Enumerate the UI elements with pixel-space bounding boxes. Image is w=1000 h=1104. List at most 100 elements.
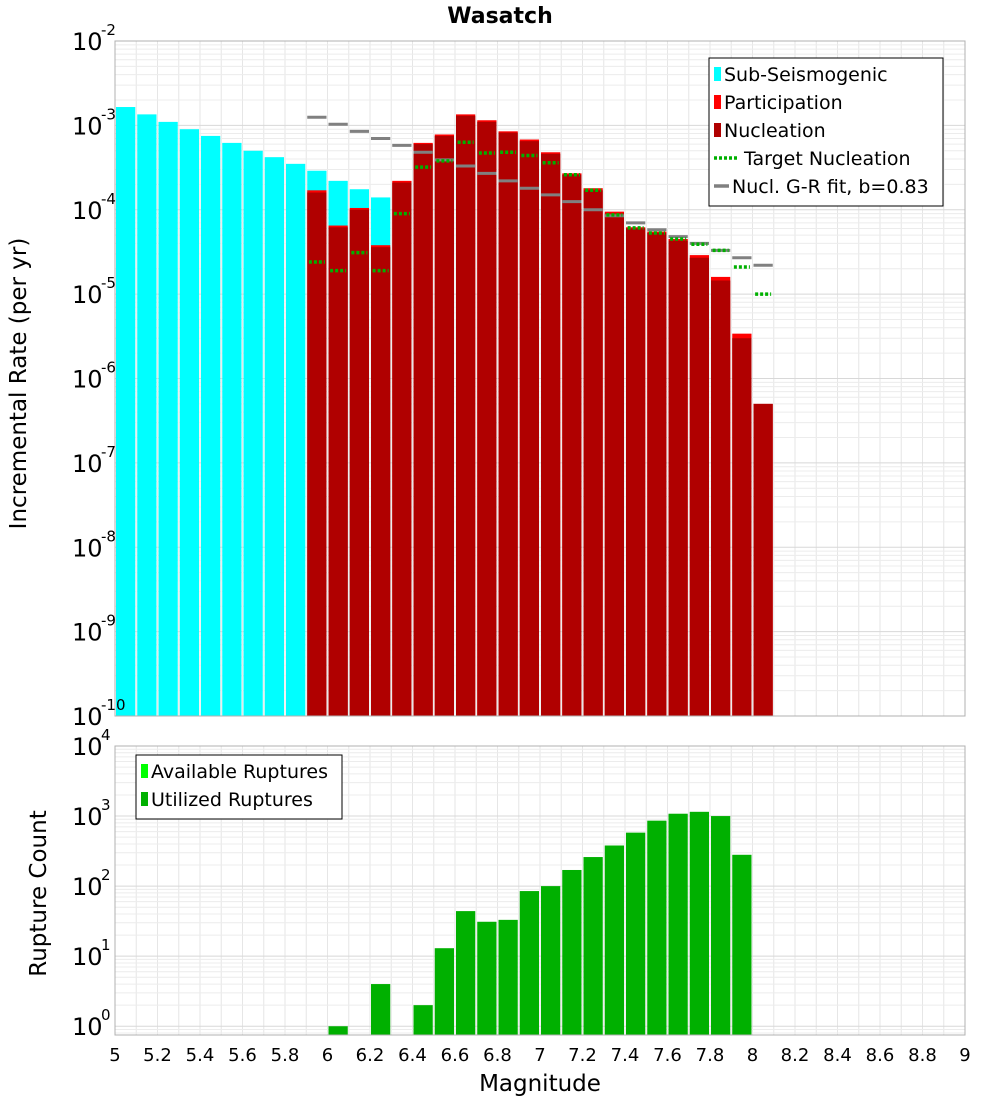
- top-legend-swatch: [714, 123, 721, 137]
- bottom-legend-item: Utilized Ruptures: [141, 789, 313, 811]
- x-tick-label: 9: [959, 1045, 970, 1066]
- nucleation-bar: [498, 132, 518, 716]
- x-tick-label: 7: [534, 1045, 545, 1066]
- nucleation-bar: [456, 115, 476, 716]
- utilized-ruptures-bar: [583, 857, 603, 1035]
- utilized-ruptures-bar: [456, 911, 476, 1035]
- utilized-ruptures-bar: [413, 1005, 433, 1035]
- top-ytick-label: 10-9: [72, 612, 116, 647]
- utilized-ruptures-bar: [371, 984, 391, 1035]
- x-axis-label: Magnitude: [479, 1071, 601, 1097]
- top-legend-swatch: [714, 95, 721, 109]
- x-tick-label: 8.4: [823, 1045, 852, 1066]
- nucleation-bar: [328, 227, 348, 716]
- top-ytick-base: 10: [72, 619, 103, 647]
- top-legend-swatch: [714, 67, 721, 81]
- x-tick-label: 7.8: [696, 1045, 725, 1066]
- bottom-legend-label: Available Ruptures: [151, 761, 328, 783]
- nucleation-bar: [519, 141, 539, 717]
- top-ytick-base: 10: [72, 703, 103, 731]
- bottom-ytick-label: 104: [72, 726, 111, 761]
- top-ytick-exp: -8: [101, 527, 116, 545]
- x-tick-label: 6.4: [398, 1045, 427, 1066]
- bottom-ytick-exp: 1: [101, 936, 111, 954]
- top-ytick-exp: -3: [101, 105, 116, 123]
- bottom-ylabel: Rupture Count: [26, 810, 52, 976]
- top-ytick-exp: -9: [101, 612, 116, 630]
- bottom-ytick-exp: 3: [101, 796, 111, 814]
- x-tick-label: 5.2: [143, 1045, 172, 1066]
- utilized-ruptures-bar: [562, 869, 582, 1035]
- bottom-legend-box: [135, 754, 343, 820]
- bottom-ytick-label: 100: [72, 1006, 111, 1041]
- top-legend-label: Participation: [724, 92, 843, 114]
- sub-seismogenic-bar: [116, 107, 136, 717]
- sub-seismogenic-bar: [243, 150, 263, 716]
- x-tick-label: 6.8: [483, 1045, 512, 1066]
- top-legend-box: [708, 57, 944, 207]
- sub-seismogenic-bar: [286, 163, 306, 717]
- bottom-legend-item: Available Ruptures: [141, 761, 328, 783]
- top-ytick-label: 10-5: [72, 274, 116, 309]
- nucleation-bar: [413, 144, 433, 716]
- nucleation-bar: [477, 121, 497, 716]
- top-legend-item: Nucleation: [714, 120, 826, 142]
- x-tick-label: 8.6: [866, 1045, 895, 1066]
- bottom-bars: [328, 811, 752, 1035]
- top-ytick-label: 10-7: [72, 443, 116, 478]
- target-nucleation-segments: [308, 140, 772, 296]
- sub-seismogenic-bar: [137, 114, 157, 716]
- top-ytick-label: 10-2: [72, 21, 116, 56]
- nucleation-bar: [732, 338, 752, 716]
- bottom-legend-label: Utilized Ruptures: [151, 789, 313, 811]
- utilized-ruptures-bar: [689, 811, 709, 1035]
- top-ytick-base: 10: [72, 450, 103, 478]
- bottom-ytick-label: 103: [72, 796, 111, 831]
- utilized-ruptures-bar: [541, 886, 561, 1035]
- bottom-ytick-base: 10: [72, 873, 103, 901]
- top-ytick-exp: -5: [101, 274, 116, 292]
- x-tick-label: 5.6: [228, 1045, 257, 1066]
- bottom-ytick-base: 10: [72, 733, 103, 761]
- nucleation-bar: [307, 192, 327, 717]
- utilized-ruptures-bar: [498, 919, 518, 1035]
- top-ytick-exp: -2: [101, 21, 116, 39]
- top-ytick-label: 10-3: [72, 105, 116, 140]
- utilized-ruptures-bar: [711, 816, 731, 1035]
- top-ytick-label: 10-4: [72, 190, 116, 225]
- top-plot-frame: [114, 40, 966, 717]
- top-legend-item: Nucl. G-R fit, b=0.83: [714, 176, 929, 198]
- bottom-plot-frame: [114, 745, 966, 1036]
- bottom-ytick-base: 10: [72, 943, 103, 971]
- bottom-legend-swatch: [141, 792, 148, 806]
- nucleation-bar: [668, 240, 688, 717]
- x-tick-label: 5: [109, 1045, 120, 1066]
- utilized-ruptures-bar: [732, 854, 752, 1035]
- top-legend-item: Target Nucleation: [714, 148, 911, 170]
- top-legend-label: Sub-Seismogenic: [724, 64, 888, 86]
- top-legend-label: Nucl. G-R fit, b=0.83: [732, 176, 929, 198]
- top-ytick-label: 10-8: [72, 527, 116, 562]
- sub-seismogenic-bar: [201, 135, 221, 717]
- x-tick-label: 7.2: [568, 1045, 597, 1066]
- top-ytick-base: 10: [72, 197, 103, 225]
- sub-seismogenic-bar: [222, 142, 242, 716]
- bottom-ytick-exp: 4: [101, 726, 111, 744]
- utilized-ruptures-bar: [434, 948, 454, 1035]
- bottom-legend-swatch: [141, 764, 148, 778]
- sub-seismogenic-bar: [179, 129, 199, 717]
- top-ytick-base: 10: [72, 534, 103, 562]
- top-ytick-base: 10: [72, 366, 103, 394]
- top-ytick-exp: -10: [101, 696, 126, 714]
- nucleation-bar: [604, 213, 624, 717]
- x-tick-label: 5.8: [271, 1045, 300, 1066]
- x-tick-label: 8.2: [781, 1045, 810, 1066]
- top-ytick-label: 10-10: [72, 696, 126, 731]
- nucleation-bar: [711, 280, 731, 716]
- nucleation-bar: [392, 182, 412, 716]
- bottom-legend: Available Ruptures Utilized Ruptures: [135, 754, 343, 820]
- nucleation-bar: [562, 174, 582, 716]
- x-tick-label: 7.6: [653, 1045, 682, 1066]
